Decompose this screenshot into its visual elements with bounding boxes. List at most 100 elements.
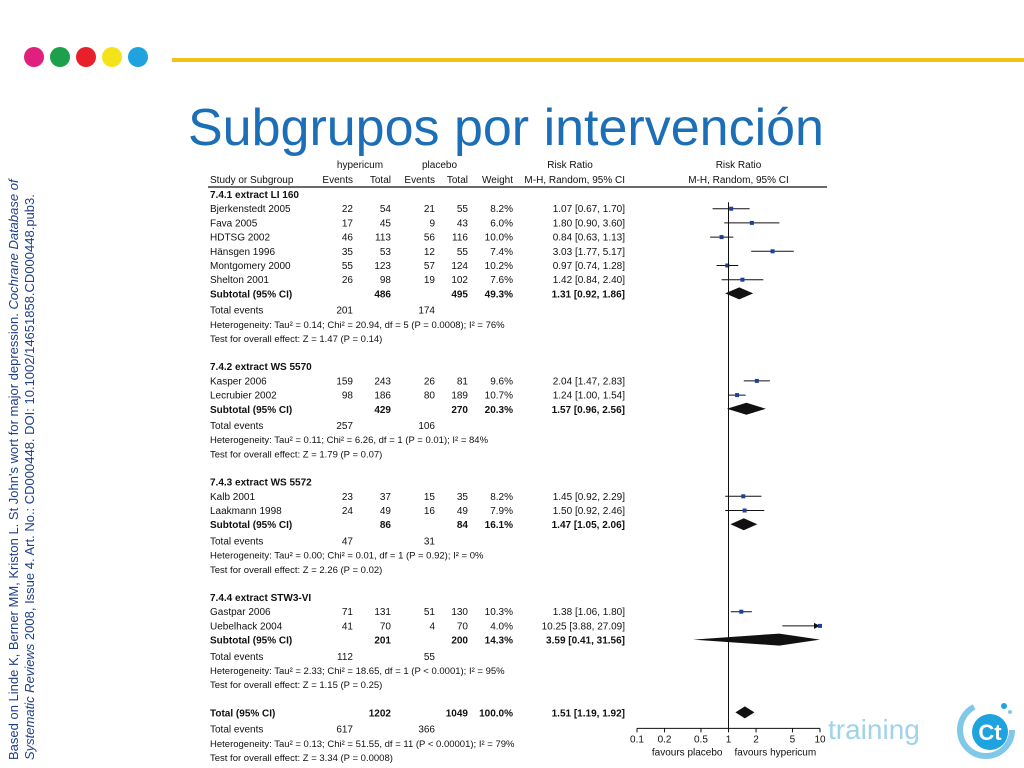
study-risk-ratio: 1.45 [0.92, 2.29] <box>553 492 626 503</box>
placebo-events: 57 <box>424 261 436 272</box>
total-events-placebo: 55 <box>424 652 436 663</box>
study-name: Hänsgen 1996 <box>210 247 275 258</box>
study-weight: 10.0% <box>485 233 513 244</box>
study-risk-ratio: 1.38 [1.06, 1.80] <box>553 607 626 618</box>
forest-plot: hypericum placebo Risk Ratio Risk Ratio Stud… <box>208 160 827 768</box>
study-name: Fava 2005 <box>210 218 258 229</box>
header-events: Events <box>404 175 435 186</box>
hypericum-events: 35 <box>342 247 354 258</box>
point-estimate <box>754 378 759 383</box>
hypericum-events: 71 <box>342 607 354 618</box>
study-name: HDTSG 2002 <box>210 233 270 244</box>
hypericum-total: 123 <box>374 261 391 272</box>
total-events-placebo: 174 <box>418 306 435 317</box>
hypericum-total: 54 <box>380 204 392 215</box>
subtotal-risk-ratio: 1.31 [0.92, 1.86] <box>552 289 625 300</box>
overall-effect-text: Test for overall effect: Z = 3.34 (P = 0… <box>210 753 393 764</box>
subtotal-hypericum-total: 429 <box>374 405 391 416</box>
study-risk-ratio: 1.24 [1.00, 1.54] <box>553 391 626 402</box>
placebo-total: 55 <box>457 247 469 258</box>
placebo-events: 9 <box>429 218 435 229</box>
placebo-events: 21 <box>424 204 436 215</box>
hypericum-events: 26 <box>342 275 354 286</box>
header-total: Total <box>370 175 391 186</box>
placebo-events: 15 <box>424 492 436 503</box>
placebo-events: 16 <box>424 506 436 517</box>
study-weight: 8.2% <box>490 204 513 215</box>
placebo-total: 189 <box>451 391 468 402</box>
hypericum-events: 17 <box>342 218 354 229</box>
header-weight: Weight <box>482 175 513 186</box>
hypericum-events: 46 <box>342 233 354 244</box>
total-events-label: Total events <box>210 306 263 317</box>
subtotal-label: Subtotal (95% CI) <box>210 405 292 416</box>
subtotal-label: Subtotal (95% CI) <box>210 636 292 647</box>
total-placebo-total: 1049 <box>446 708 469 719</box>
study-risk-ratio: 2.04 [1.47, 2.83] <box>553 376 626 387</box>
study-weight: 8.2% <box>490 492 513 503</box>
study-risk-ratio: 1.80 [0.90, 3.60] <box>553 218 626 229</box>
study-weight: 10.3% <box>485 607 513 618</box>
point-estimate <box>735 393 740 398</box>
study-name: Gastpar 2006 <box>210 607 271 618</box>
header-total: Total <box>447 175 468 186</box>
total-events-hypericum: 617 <box>336 725 353 736</box>
dot-magenta <box>24 47 44 67</box>
total-events-hypericum: 201 <box>336 306 353 317</box>
subgroup-heading: 7.4.3 extract WS 5572 <box>210 478 312 489</box>
placebo-total: 130 <box>451 607 468 618</box>
placebo-total: 49 <box>457 506 469 517</box>
hypericum-total: 131 <box>374 607 391 618</box>
study-weight: 9.6% <box>490 376 513 387</box>
placebo-events: 19 <box>424 275 436 286</box>
hypericum-total: 53 <box>380 247 392 258</box>
subgroup-heading: 7.4.2 extract WS 5570 <box>210 362 312 373</box>
subtotal-weight: 14.3% <box>485 636 513 647</box>
citation: Based on Linde K, Berner MM, Kriston L. … <box>6 60 38 760</box>
hypericum-total: 186 <box>374 391 391 402</box>
total-events-placebo: 31 <box>424 536 436 547</box>
point-estimate <box>725 263 730 268</box>
point-estimate <box>742 508 747 513</box>
x-tick-label: 10 <box>814 734 826 745</box>
point-estimate <box>729 206 734 211</box>
placebo-total: 124 <box>451 261 468 272</box>
point-estimate <box>818 623 822 628</box>
placebo-total: 70 <box>457 621 469 632</box>
total-events-label: Total events <box>210 536 263 547</box>
study-risk-ratio: 0.97 [0.74, 1.28] <box>553 261 626 272</box>
hypericum-events: 41 <box>342 621 354 632</box>
total-events-label: Total events <box>210 421 263 432</box>
hypericum-total: 243 <box>374 376 391 387</box>
subtotal-diamond <box>726 402 766 415</box>
citation-line-1: Based on Linde K, Berner MM, Kriston L. … <box>6 179 21 760</box>
placebo-total: 35 <box>457 492 469 503</box>
total-events-label: Total events <box>210 652 263 663</box>
header-placebo: placebo <box>422 160 457 171</box>
page-title: Subgrupos por intervención <box>188 99 824 157</box>
study-risk-ratio: 1.07 [0.67, 1.70] <box>553 204 626 215</box>
header-risk-ratio: Risk Ratio <box>547 160 593 171</box>
header-hypericum: hypericum <box>337 160 383 171</box>
placebo-events: 51 <box>424 607 436 618</box>
heterogeneity-text: Heterogeneity: Tau² = 0.14; Chi² = 20.94… <box>210 320 505 331</box>
x-tick-label: 2 <box>753 734 759 745</box>
point-estimate <box>749 220 754 225</box>
hypericum-events: 159 <box>336 376 353 387</box>
header-plot-method: M-H, Random, 95% CI <box>688 175 789 186</box>
hypericum-total: 37 <box>380 492 392 503</box>
total-diamond <box>735 706 755 719</box>
point-estimate <box>770 249 775 254</box>
subtotal-diamond <box>693 633 820 646</box>
watermark-text: training <box>828 714 920 745</box>
point-estimate <box>719 235 724 240</box>
hypericum-events: 55 <box>342 261 354 272</box>
header-study: Study or Subgroup <box>210 175 294 186</box>
hypericum-events: 24 <box>342 506 354 517</box>
heterogeneity-text: Heterogeneity: Tau² = 0.13; Chi² = 51.55… <box>210 739 515 750</box>
study-name: Bjerkenstedt 2005 <box>210 204 291 215</box>
placebo-events: 26 <box>424 376 436 387</box>
placebo-total: 55 <box>457 204 469 215</box>
point-estimate <box>741 494 746 499</box>
hypericum-events: 22 <box>342 204 354 215</box>
